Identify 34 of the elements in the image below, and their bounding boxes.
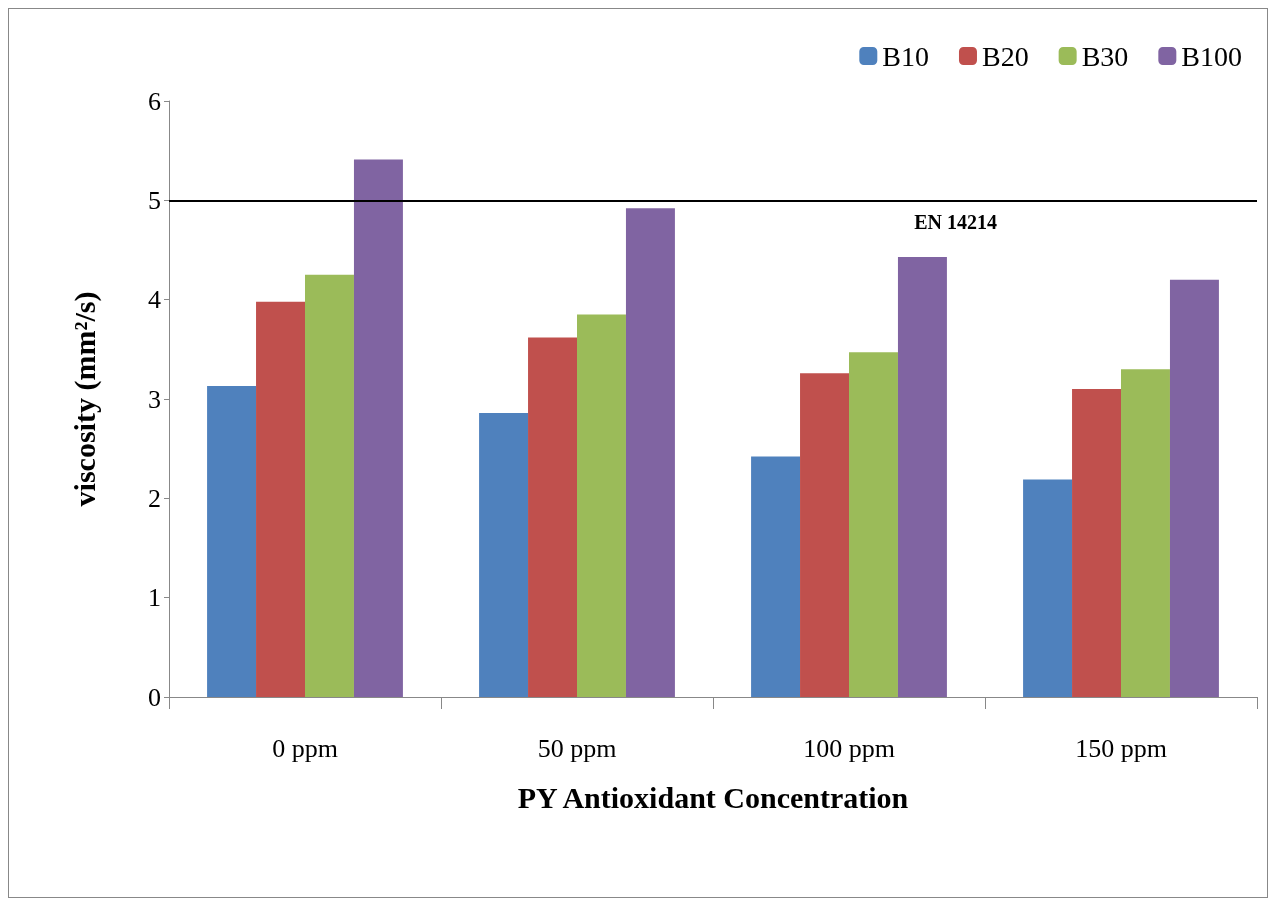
bar xyxy=(479,412,529,697)
y-tick-label: 2 xyxy=(148,483,161,513)
bar xyxy=(256,301,305,697)
legend-label: B20 xyxy=(981,40,1029,72)
x-tick-label: 100 ppm xyxy=(803,733,895,763)
bar xyxy=(625,208,675,697)
y-tick-label: 5 xyxy=(148,185,161,215)
y-tick-label: 1 xyxy=(148,583,161,613)
y-axis-title: viscosity (mm²/s) xyxy=(67,291,102,507)
bar xyxy=(1121,369,1170,697)
bar xyxy=(577,314,626,697)
y-tick-label: 4 xyxy=(148,285,161,315)
y-tick-label: 6 xyxy=(148,86,161,116)
x-tick-label: 150 ppm xyxy=(1075,733,1167,763)
y-tick-label: 3 xyxy=(148,384,161,414)
bar xyxy=(1072,389,1121,697)
x-tick-label: 0 ppm xyxy=(272,733,338,763)
bar xyxy=(849,352,898,697)
bar xyxy=(897,256,947,697)
bar xyxy=(800,373,849,697)
bar xyxy=(207,386,257,697)
legend-label: B30 xyxy=(1081,40,1129,72)
x-tick-label: 50 ppm xyxy=(537,733,617,763)
bar xyxy=(1169,279,1219,697)
bar xyxy=(1023,479,1073,697)
x-axis-title: PY Antioxidant Concentration xyxy=(517,780,909,814)
bar xyxy=(353,159,403,697)
ref-line-label: EN 14214 xyxy=(914,211,997,234)
y-tick-label: 0 xyxy=(148,682,161,712)
bar xyxy=(528,337,577,697)
legend-label: B10 xyxy=(882,40,929,72)
bar xyxy=(305,274,354,697)
bar xyxy=(751,456,801,697)
legend-label: B100 xyxy=(1181,40,1243,72)
